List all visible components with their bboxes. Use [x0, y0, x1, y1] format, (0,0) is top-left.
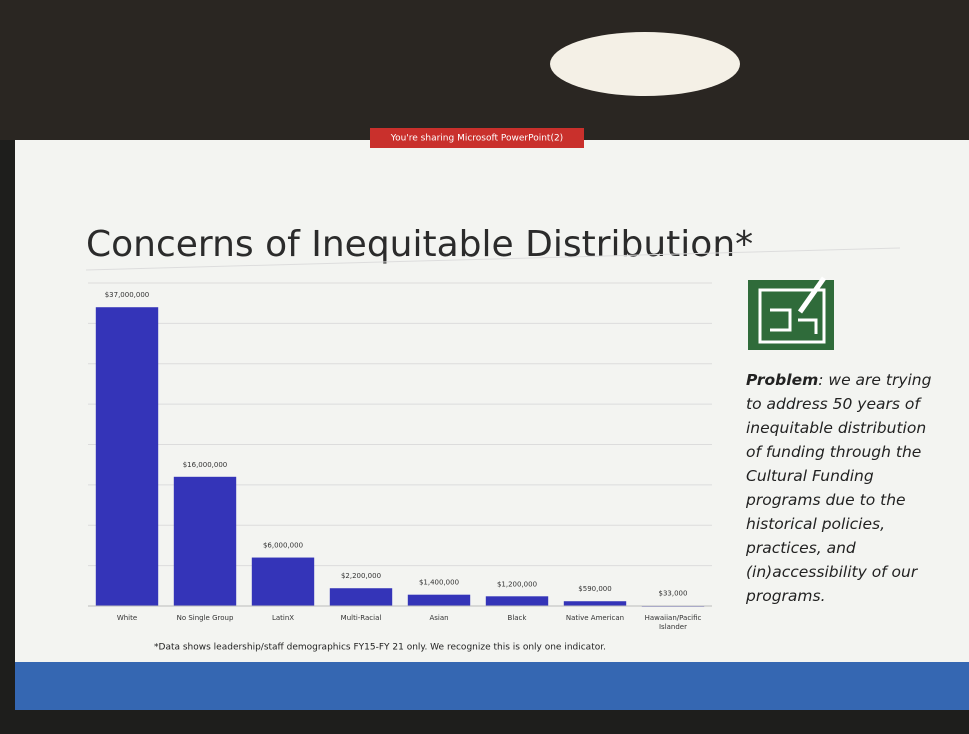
slide-footer-band — [15, 662, 969, 710]
value-label: $33,000 — [659, 590, 688, 598]
bar — [330, 588, 392, 606]
x-tick-label: No Single Group — [177, 614, 234, 622]
bar — [252, 558, 314, 606]
value-label: $16,000,000 — [183, 461, 228, 469]
x-tick-label: Native American — [566, 614, 624, 622]
x-tick-label: LatinX — [272, 614, 294, 622]
problem-text: Problem: we are trying to address 50 yea… — [746, 368, 942, 608]
bar — [408, 595, 470, 606]
bar — [174, 477, 236, 606]
value-label: $2,200,000 — [341, 572, 381, 580]
bar — [96, 307, 158, 606]
problem-label: Problem — [746, 371, 818, 389]
value-label: $6,000,000 — [263, 542, 303, 550]
bar — [564, 601, 626, 606]
value-label: $37,000,000 — [105, 291, 150, 299]
value-label: $590,000 — [578, 585, 611, 593]
ceiling-light — [550, 32, 740, 96]
bar — [486, 596, 548, 606]
chart-title: Concerns of Inequitable Distribution* — [86, 224, 753, 265]
page: You're sharing Microsoft PowerPoint(2) C… — [0, 0, 969, 734]
x-tick-label: Asian — [429, 614, 448, 622]
icon — [748, 278, 834, 350]
problem-body: : we are trying to address 50 years of i… — [746, 371, 931, 605]
x-tick-label: Black — [508, 614, 528, 622]
ceiling — [0, 0, 969, 140]
chart: You're sharing Microsoft PowerPoint(2) C… — [0, 0, 969, 734]
value-label: $1,400,000 — [419, 579, 459, 587]
value-label: $1,200,000 — [497, 580, 537, 588]
footnote: *Data shows leadership/staff demographic… — [154, 643, 606, 653]
x-tick-label: Multi-Racial — [341, 614, 382, 622]
x-tick-label: White — [117, 614, 137, 622]
share-banner-text: You're sharing Microsoft PowerPoint(2) — [390, 134, 563, 144]
